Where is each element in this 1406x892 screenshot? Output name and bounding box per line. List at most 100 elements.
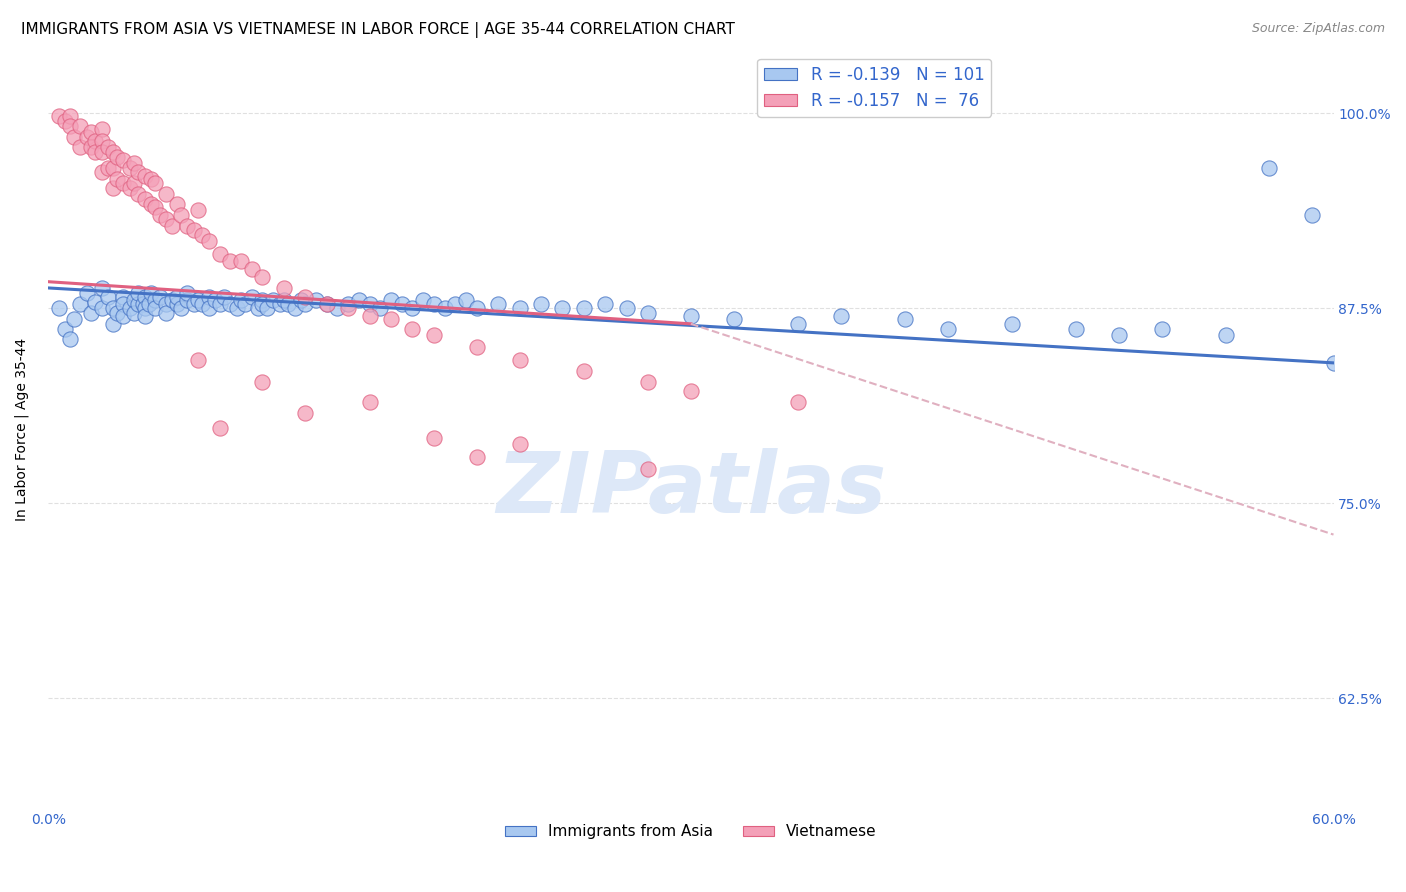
Point [131,296,153,310]
Point [187,293,209,308]
Point [229,293,252,308]
Point [486,296,509,310]
Point [252,270,274,285]
Point [508,301,530,316]
Point [63,312,86,326]
Point [401,301,423,316]
Point [530,296,553,310]
Point [273,293,295,308]
Point [572,301,595,316]
Point [315,296,337,310]
Point [90,145,112,160]
Point [118,181,141,195]
Point [208,296,231,310]
Point [143,293,166,308]
Point [90,301,112,316]
Point [391,296,413,310]
Point [465,450,488,464]
Point [122,177,145,191]
Point [183,296,205,310]
Point [69,119,91,133]
Point [80,306,103,320]
Point [101,161,124,175]
Point [97,140,120,154]
Point [723,312,745,326]
Point [112,177,135,191]
Point [219,296,242,310]
Point [444,296,467,310]
Point [593,296,616,310]
Point [936,321,959,335]
Point [225,301,247,316]
Point [84,134,107,148]
Point [204,293,226,308]
Point [1001,317,1024,331]
Point [637,375,659,389]
Point [162,219,184,233]
Point [112,290,135,304]
Point [166,196,188,211]
Point [127,165,149,179]
Point [134,290,156,304]
Point [229,254,252,268]
Legend: Immigrants from Asia, Vietnamese: Immigrants from Asia, Vietnamese [499,818,883,846]
Point [1215,327,1237,342]
Point [176,293,198,308]
Point [134,309,156,323]
Text: IMMIGRANTS FROM ASIA VS VIETNAMESE IN LABOR FORCE | AGE 35-44 CORRELATION CHART: IMMIGRANTS FROM ASIA VS VIETNAMESE IN LA… [21,22,735,38]
Point [155,212,177,227]
Point [262,293,284,308]
Point [143,200,166,214]
Point [84,295,107,310]
Point [183,223,205,237]
Text: Source: ZipAtlas.com: Source: ZipAtlas.com [1251,22,1385,36]
Point [368,301,391,316]
Point [830,309,852,323]
Point [105,150,128,164]
Point [198,290,221,304]
Point [337,301,360,316]
Point [97,290,120,304]
Point [894,312,917,326]
Point [69,140,91,154]
Point [198,301,221,316]
Point [134,169,156,183]
Point [143,301,166,316]
Point [69,296,91,310]
Point [76,285,98,300]
Point [187,352,209,367]
Point [187,202,209,217]
Y-axis label: In Labor Force | Age 35-44: In Labor Force | Age 35-44 [15,338,30,521]
Point [76,129,98,144]
Point [170,301,193,316]
Point [315,296,337,310]
Point [380,293,402,308]
Point [219,254,242,268]
Point [176,285,198,300]
Point [423,431,446,445]
Point [176,219,198,233]
Point [787,395,810,409]
Point [101,317,124,331]
Point [277,296,299,310]
Point [105,306,128,320]
Point [118,301,141,316]
Point [359,296,381,310]
Point [508,437,530,451]
Point [166,296,188,310]
Point [616,301,638,316]
Point [269,296,291,310]
Point [122,293,145,308]
Point [170,208,193,222]
Point [433,301,456,316]
Point [101,301,124,316]
Point [347,293,370,308]
Point [139,196,162,211]
Point [149,208,172,222]
Point [359,309,381,323]
Point [208,421,231,435]
Point [143,177,166,191]
Point [191,227,214,242]
Point [256,301,278,316]
Point [122,306,145,320]
